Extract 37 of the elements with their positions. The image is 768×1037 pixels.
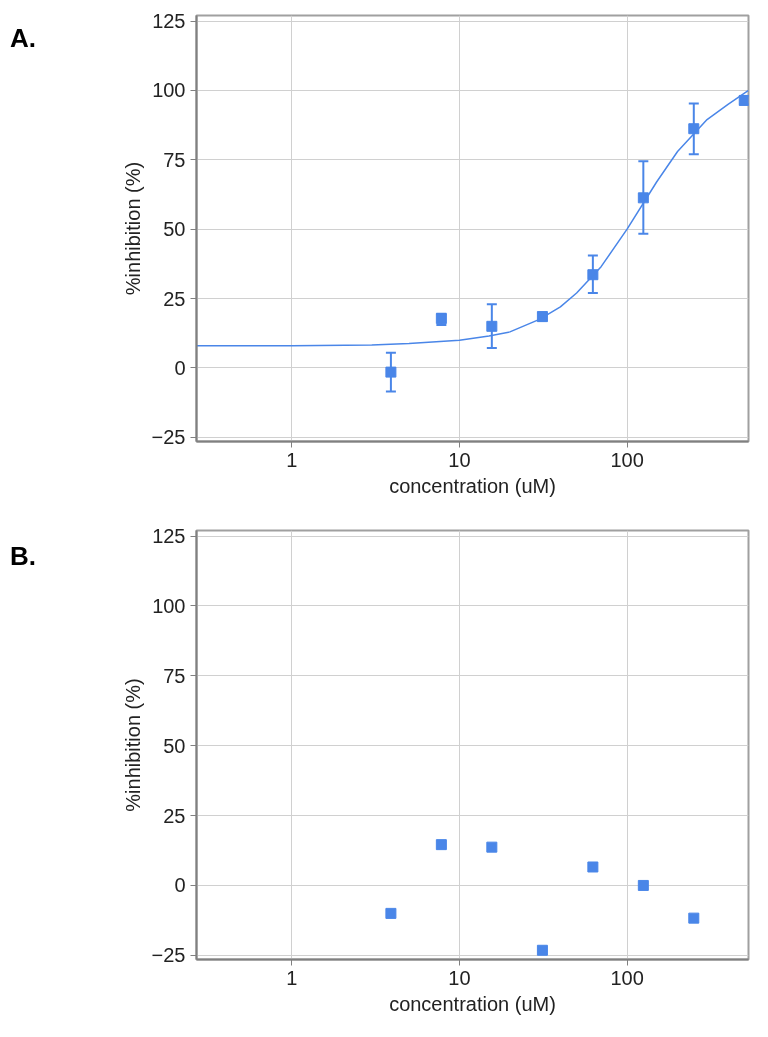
y-tick-label: −25 [151,426,186,449]
y-axis-title: %inhibition (%) [121,678,144,812]
point [486,320,498,332]
y-tick-label: 25 [163,804,186,827]
y-axis-title: %inhibition (%) [121,161,144,296]
point [587,269,599,281]
x-tick-label: 1 [286,966,298,989]
point [385,366,397,378]
y-tick-label: 0 [174,874,186,897]
point [536,944,548,956]
point [385,907,397,919]
x-tick-label: 10 [448,966,471,989]
point [486,841,498,853]
x-tick-label: 100 [610,448,644,471]
y-tick-label: 25 [163,287,186,310]
y-tick-label: −25 [151,944,186,967]
x-axis-title: concentration (uM) [389,992,556,1015]
y-tick-label: 125 [152,10,186,33]
text: B. [10,540,36,573]
y-tick-label: 0 [174,356,186,379]
point [587,861,599,873]
point [688,123,700,135]
y-tick-label: 125 [152,525,186,548]
y-tick-label: 75 [163,664,186,687]
text: A. [10,22,36,55]
x-tick-label: 1 [286,448,298,471]
y-tick-label: 50 [163,734,186,757]
point [637,879,649,891]
x-axis-title: concentration (uM) [389,474,556,497]
x-tick-label: 100 [610,966,644,989]
x-tick-label: 10 [448,448,471,471]
point [688,912,700,924]
y-tick-label: 75 [163,148,186,171]
y-tick-label: 50 [163,218,186,241]
y-tick-label: 100 [152,79,186,102]
y-tick-label: 100 [152,594,186,617]
point [435,839,447,851]
